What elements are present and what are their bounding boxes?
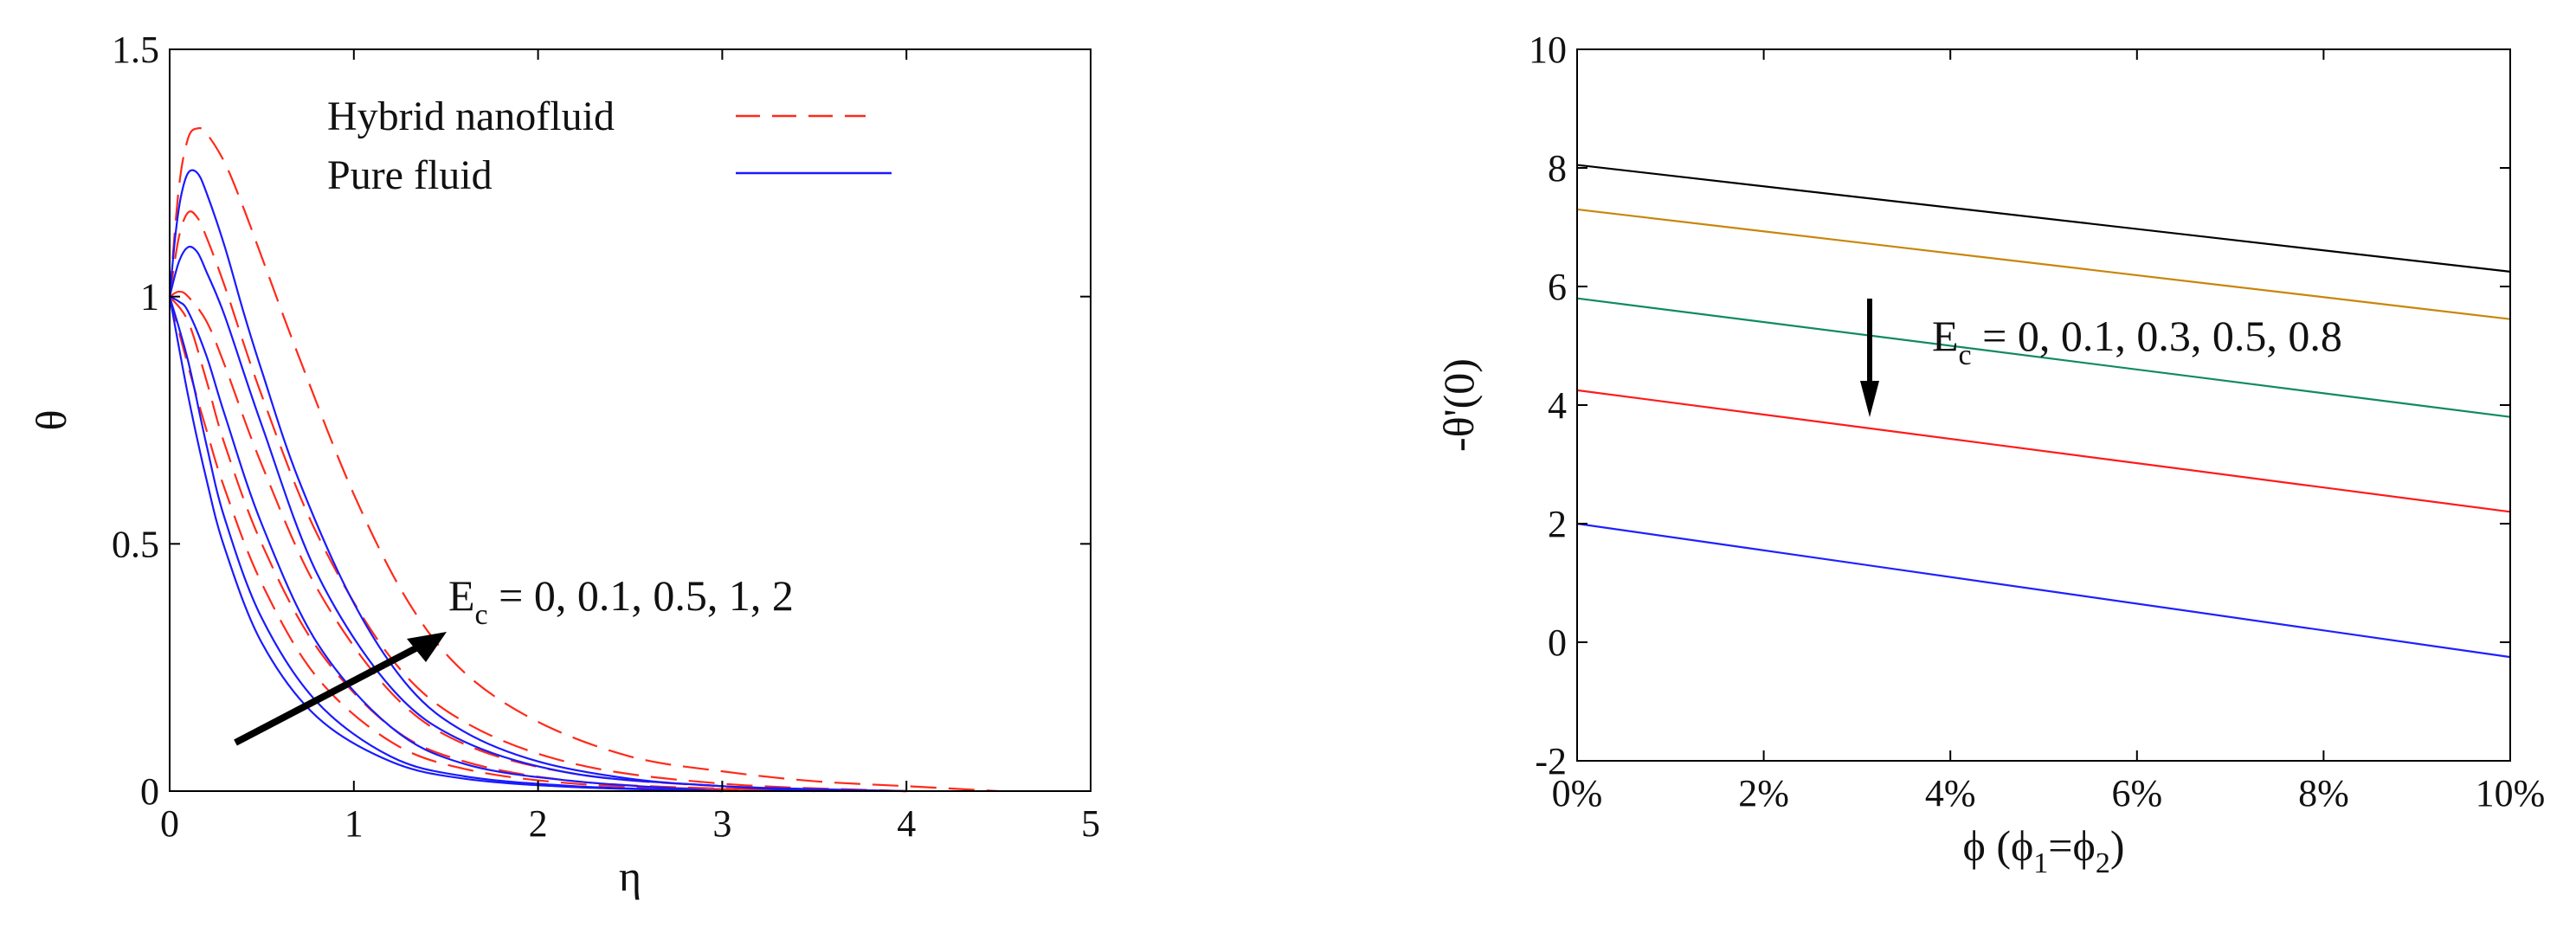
chart1-series-line-ec-0_1-pure-fluid	[168, 296, 723, 793]
chart1-annotation: Ec = 0, 0.1, 0.5, 1, 2	[234, 571, 794, 746]
chart1-series-group	[168, 126, 999, 793]
chart2-axis-ticks: 0% 2% 4% 6% 8% 10% -2 0 2 4 6 8 10	[1529, 29, 2545, 814]
chart2-series-line-ec-0_3	[1576, 297, 2511, 418]
chart2-x-tick-label: 2%	[1738, 772, 1789, 814]
chart2-x-axis-label: ϕ (ϕ1=ϕ2)	[1963, 821, 2125, 879]
chart2-series-group	[1576, 164, 2511, 659]
chart2-annotation: Ec = 0, 0.1, 0.3, 0.5, 0.8	[1860, 299, 2342, 417]
chart1-y-tick-label: 0.5	[112, 523, 159, 565]
chart1-y-tick-label: 1	[140, 276, 159, 319]
chart2-x-tick-label: 6%	[2111, 772, 2162, 814]
chart2-annotation-arrowhead	[1860, 381, 1879, 417]
chart1-x-axis-label: η	[619, 852, 641, 900]
legend-label-pure-fluid: Pure fluid	[327, 152, 493, 198]
chart1-x-tick-label: 1	[345, 802, 364, 845]
chart1-series-line-ec-0-pure-fluid	[168, 296, 723, 793]
chart2-y-tick-label: -2	[1535, 740, 1567, 782]
chart2-y-tick-label: 2	[1548, 503, 1567, 545]
chart2-x-tick-label: 4%	[1925, 772, 1976, 814]
chart1-annotation-text: Ec = 0, 0.1, 0.5, 1, 2	[448, 571, 794, 631]
chart2-x-tick-label: 10%	[2476, 772, 2546, 814]
chart2-series-line-ec-0	[1576, 164, 2511, 273]
chart1-series-line-ec-0_5-hybrid-nanofluid	[169, 290, 907, 793]
chart1-series-line-ec-1-pure-fluid	[168, 245, 815, 793]
chart2-x-tick-label: 0%	[1552, 772, 1603, 814]
chart2-series-line-ec-0_1	[1576, 208, 2511, 320]
chart1-axis-ticks: 0 1 2 3 4 5 0 0.5 1 1.5	[112, 29, 1100, 845]
chart2-series-line-ec-0_5	[1576, 389, 2511, 513]
chart1-x-tick-label: 0	[160, 802, 179, 845]
chart2-y-tick-label: 8	[1548, 147, 1567, 190]
chart1-x-tick-label: 3	[712, 802, 731, 845]
chart1-series-line-ec-0-hybrid-nanofluid	[168, 296, 907, 793]
chart2-y-axis-label: -θ'(0)	[1434, 358, 1483, 452]
legend-label-hybrid-nanofluid: Hybrid nanofluid	[327, 93, 615, 139]
chart2-x-tick-label: 8%	[2298, 772, 2349, 814]
chart1-x-tick-label: 2	[529, 802, 548, 845]
chart1-series-line-ec-0_5-pure-fluid	[169, 295, 723, 793]
chart1-series-line-ec-2-hybrid-nanofluid	[168, 126, 999, 793]
chart2-y-tick-label: 0	[1548, 621, 1567, 664]
chart2-series-line-ec-0_8	[1576, 522, 2511, 659]
chart1-annotation-arrow-shaft	[234, 641, 424, 746]
chart2-y-tick-label: 4	[1548, 384, 1567, 427]
chart2-annotation-text: Ec = 0, 0.1, 0.3, 0.5, 0.8	[1932, 312, 2342, 371]
chart1-plot-frame	[169, 48, 1092, 792]
chart1-y-axis-label: θ	[27, 410, 75, 431]
chart2-y-tick-label: 10	[1529, 29, 1567, 71]
chart1-x-tick-label: 4	[897, 802, 916, 845]
chart2-plot-frame	[1576, 48, 2511, 762]
chart1-y-tick-label: 1.5	[112, 29, 159, 71]
chart1-series-line-ec-2-pure-fluid	[168, 169, 907, 793]
chart1-y-tick-label: 0	[140, 770, 159, 813]
chart1-annotation-arrowhead	[407, 632, 447, 662]
chart1-x-tick-label: 5	[1081, 802, 1100, 845]
chart2-y-tick-label: 6	[1548, 266, 1567, 308]
chart1-series-line-ec-1-hybrid-nanofluid	[168, 210, 907, 793]
chart1-series-line-ec-0_1-hybrid-nanofluid	[169, 295, 907, 793]
chart1-legend: Hybrid nanofluid Pure fluid	[327, 93, 892, 198]
chart-temperature-profile: 0 1 2 3 4 5 0 0.5 1 1.5 η θ Hybrid nanofluid Pure…	[27, 29, 1100, 900]
